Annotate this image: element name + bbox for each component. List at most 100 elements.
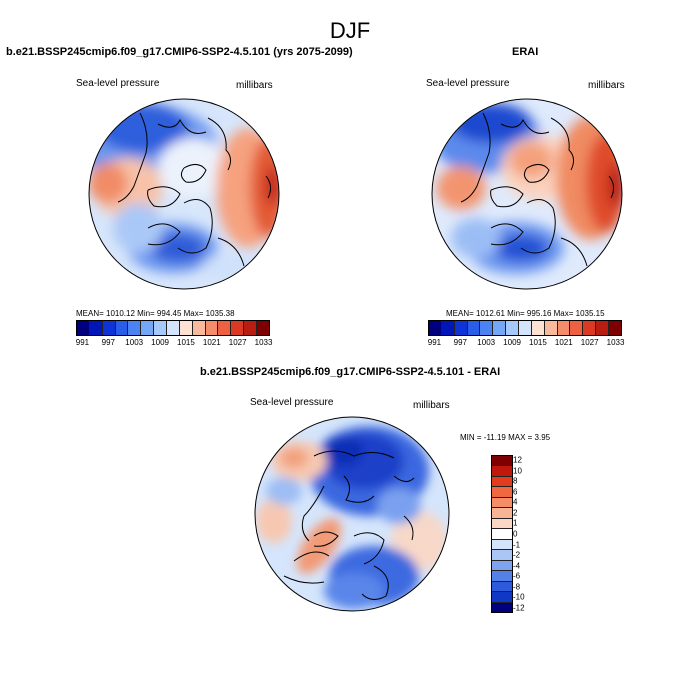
colorbar-diff-box-3	[492, 487, 512, 498]
colorbar-abs-tick-label: 997	[101, 338, 116, 347]
panel1-title: b.e21.BSSP245cmip6.f09_g17.CMIP6-SSP2-4.…	[6, 46, 353, 58]
colorbar-diff-tick-label: -6	[513, 571, 521, 581]
figure-title: DJF	[329, 18, 371, 43]
panel2-units-label: millibars	[588, 80, 625, 91]
panel3-units-label: millibars	[413, 400, 450, 411]
panel3-title: b.e21.BSSP245cmip6.f09_g17.CMIP6-SSP2-4.…	[200, 366, 501, 378]
colorbar-abs-tick-label: 1027	[580, 338, 599, 347]
colorbar-abs-box-11	[218, 321, 232, 335]
colorbar-diff-box-5	[492, 508, 512, 519]
panel2-colorbar: 991 997 1003 1009 1015 1021 1027 1033	[427, 320, 625, 348]
colorbar-diff-tick-label: 8	[513, 476, 518, 486]
colorbar-abs-tick-label: 1027	[228, 338, 247, 347]
panel2-polar-map	[431, 98, 623, 290]
colorbar-diff-box-12	[492, 581, 512, 593]
colorbar-diff-tick-label: -2	[513, 550, 521, 560]
panel3-polar-map	[254, 416, 450, 612]
colorbar-abs-box-13	[596, 321, 610, 335]
colorbar-diff-ticks: 12 10 8 6 4 2 1 0 -1 -2 -4 -6 -8 -10 -12	[513, 455, 543, 613]
colorbar-diff-tick-label: 6	[513, 487, 518, 497]
colorbar-diff-tick-label: 4	[513, 497, 518, 507]
colorbar-abs-box-1	[89, 321, 103, 335]
colorbar-diff-tick-label: 12	[513, 455, 522, 465]
colorbar-abs-tick-label: 1021	[554, 338, 573, 347]
colorbar-abs-box-4	[480, 321, 494, 335]
colorbar-diff-box-7	[492, 529, 512, 540]
colorbar-abs-box-6	[506, 321, 520, 335]
colorbar-abs-box-0	[77, 321, 90, 335]
colorbar-abs-box-12	[231, 321, 245, 335]
colorbar-abs-box-2	[454, 321, 468, 335]
panel2-stats: MEAN= 1012.61 Min= 995.16 Max= 1035.15	[446, 309, 605, 318]
colorbar-abs-box-14	[257, 321, 269, 335]
colorbar-abs-box-3	[467, 321, 481, 335]
colorbar-abs-box-4	[128, 321, 142, 335]
colorbar-abs-box-6	[154, 321, 168, 335]
colorbar-diff-box-4	[492, 497, 512, 509]
colorbar-diff-boxes	[491, 455, 513, 613]
colorbar-diff-box-13	[492, 592, 512, 603]
panel2-variable-label: Sea-level pressure	[426, 78, 510, 89]
colorbar-diff-box-14	[492, 602, 512, 613]
panel1-units-label: millibars	[236, 80, 273, 91]
colorbar-diff-box-9	[492, 550, 512, 561]
panel3-stats: MIN = -11.19 MAX = 3.95	[460, 433, 551, 442]
colorbar-abs-box-0	[429, 321, 442, 335]
colorbar-abs-box-9	[192, 321, 206, 335]
colorbar-abs-tick-label: 1009	[151, 338, 169, 347]
colorbar-abs-box-13	[244, 321, 258, 335]
colorbar-diff-tick-label: 10	[513, 466, 522, 476]
colorbar-abs-box-10	[205, 321, 219, 335]
colorbar-abs-box-10	[557, 321, 571, 335]
colorbar-abs-tick-label: 1003	[477, 338, 496, 347]
colorbar-abs-tick-label: 1015	[177, 338, 195, 347]
colorbar-diff-tick-label: -4	[513, 561, 521, 571]
panel3-variable-label: Sea-level pressure	[250, 397, 334, 408]
colorbar-abs-boxes	[76, 320, 270, 336]
colorbar-diff-tick-label: -12	[513, 603, 525, 613]
colorbar-abs-box-3	[115, 321, 129, 335]
colorbar-abs-box-12	[583, 321, 597, 335]
colorbar-abs-tick-label: 1021	[202, 338, 221, 347]
colorbar-abs-tick-label: 997	[453, 338, 468, 347]
panel3-colorbar: 12 10 8 6 4 2 1 0 -1 -2 -4 -6 -8 -10 -12	[491, 455, 525, 613]
panel1-variable-label: Sea-level pressure	[76, 78, 160, 89]
colorbar-abs-box-8	[531, 321, 545, 335]
colorbar-abs-boxes	[428, 320, 622, 336]
colorbar-diff-tick-label: 0	[513, 529, 518, 539]
colorbar-abs-tick-label: 1033	[606, 338, 625, 347]
colorbar-diff-tick-label: 2	[513, 508, 518, 518]
colorbar-diff-tick-label: -1	[513, 540, 521, 550]
colorbar-diff-box-8	[492, 539, 512, 551]
colorbar-diff-box-1	[492, 466, 512, 477]
colorbar-abs-tick-label: 1009	[503, 338, 521, 347]
panel1-polar-map	[88, 98, 280, 290]
colorbar-abs-tick-label: 991	[75, 338, 90, 347]
colorbar-diff-tick-label: -10	[513, 592, 525, 602]
colorbar-abs-box-5	[493, 321, 507, 335]
colorbar-abs-box-2	[102, 321, 116, 335]
colorbar-diff-box-6	[492, 518, 512, 530]
colorbar-diff-box-2	[492, 476, 512, 488]
colorbar-abs-tick-label: 1015	[529, 338, 547, 347]
colorbar-abs-tick-label: 1033	[254, 338, 273, 347]
colorbar-abs-ticks: 991 997 1003 1009 1015 1021 1027 1033	[75, 336, 273, 348]
colorbar-abs-box-8	[179, 321, 193, 335]
colorbar-diff-box-11	[492, 571, 512, 582]
colorbar-abs-box-1	[441, 321, 455, 335]
panel1-stats: MEAN= 1010.12 Min= 994.45 Max= 1035.38	[76, 309, 235, 318]
colorbar-abs-tick-label: 991	[427, 338, 442, 347]
colorbar-abs-box-7	[167, 321, 180, 335]
colorbar-diff-tick-label: -8	[513, 582, 521, 592]
panel1-colorbar: 991 997 1003 1009 1015 1021 1027 1033	[75, 320, 273, 348]
colorbar-abs-box-14	[609, 321, 621, 335]
colorbar-abs-box-9	[544, 321, 558, 335]
colorbar-abs-box-11	[570, 321, 584, 335]
colorbar-abs-tick-label: 1003	[125, 338, 144, 347]
colorbar-diff-box-10	[492, 560, 512, 572]
colorbar-diff-box-0	[492, 456, 512, 467]
colorbar-abs-box-5	[141, 321, 155, 335]
colorbar-abs-box-7	[519, 321, 532, 335]
panel2-title: ERAI	[512, 46, 539, 58]
colorbar-abs-ticks: 991 997 1003 1009 1015 1021 1027 1033	[427, 336, 625, 348]
